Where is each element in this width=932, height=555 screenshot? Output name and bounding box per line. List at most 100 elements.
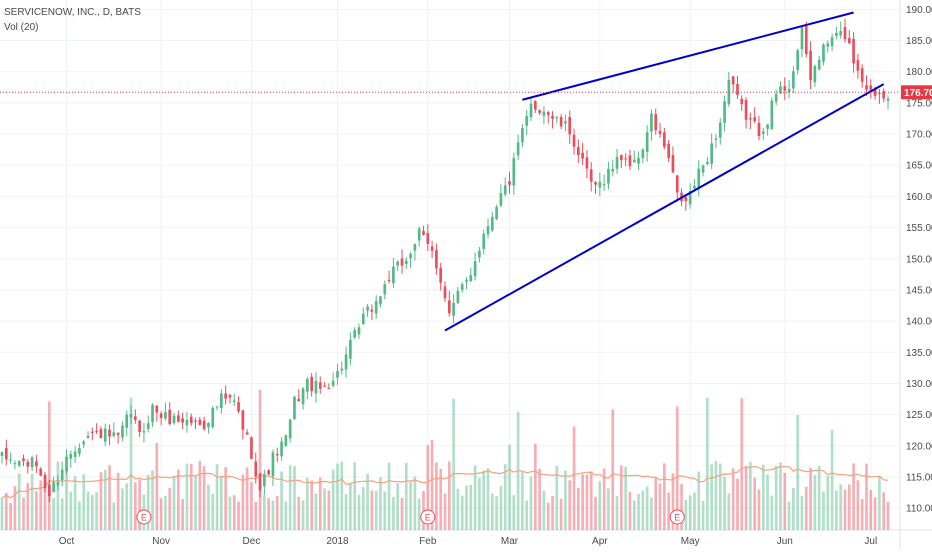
- candle-body: [327, 387, 331, 389]
- candle-body: [73, 451, 77, 458]
- candles: [0, 18, 890, 503]
- volume-bar: [4, 492, 8, 530]
- candle-body: [301, 388, 305, 405]
- price-axis[interactable]: 190.00 185.00 180.00 175.00 170.00 165.00 160.…: [901, 5, 932, 515]
- candle-body: [847, 38, 851, 44]
- volume-bar: [486, 468, 490, 530]
- volume-bar: [529, 476, 533, 530]
- trend-lines[interactable]: [444, 11, 885, 332]
- candle-body: [198, 419, 202, 425]
- earnings-marker-label: E: [141, 513, 147, 523]
- volume-bar: [297, 496, 301, 530]
- candle-body: [241, 410, 245, 430]
- volume-bar: [447, 461, 451, 530]
- candle-body: [585, 157, 589, 169]
- volume-bar: [232, 495, 236, 530]
- volume-bar: [366, 473, 369, 530]
- candle-body: [370, 309, 374, 312]
- volume-bar: [69, 491, 73, 530]
- time-tick-label: 2018: [326, 536, 349, 547]
- volume-bar: [800, 495, 804, 530]
- earnings-marker[interactable]: E: [420, 509, 436, 525]
- candle-body: [69, 454, 73, 459]
- candle-body: [60, 469, 64, 481]
- time-tick-label: Oct: [59, 536, 75, 547]
- volume-ma: [1, 465, 889, 499]
- earnings-marker-circle: [420, 509, 436, 525]
- candle-body: [366, 306, 369, 311]
- candle-body: [35, 461, 38, 467]
- volume-bar: [585, 474, 589, 530]
- volume-bar: [52, 497, 55, 530]
- time-axis[interactable]: Oct Nov Dec 2018 Feb Mar Apr May Jun Jul: [59, 536, 877, 547]
- candle-body: [495, 206, 498, 220]
- volume-bar: [116, 472, 120, 530]
- volume-bar: [207, 484, 210, 530]
- volume-bar: [856, 480, 860, 530]
- volume-bar: [542, 490, 546, 530]
- price-tick-label: 145.00: [906, 285, 932, 296]
- volume-bar: [82, 474, 86, 530]
- candle-body: [336, 371, 339, 378]
- last-price-badge: [901, 85, 932, 100]
- candle-body: [731, 76, 735, 85]
- candle-body: [650, 113, 653, 132]
- volume-bar: [0, 497, 4, 530]
- volume-bar: [675, 406, 679, 530]
- volume-bar: [267, 498, 270, 530]
- volume-bar: [39, 480, 43, 530]
- earnings-marker-circle: [136, 509, 152, 525]
- candle-body: [56, 481, 60, 486]
- volume-bar: [344, 494, 348, 530]
- price-tick-label: 170.00: [906, 130, 932, 141]
- candle-body: [525, 115, 529, 126]
- trend-line-upper[interactable]: [522, 11, 854, 101]
- volume-bar: [744, 465, 748, 530]
- candle-body: [9, 459, 12, 461]
- volume-bar: [822, 491, 825, 530]
- candle-body: [542, 111, 546, 116]
- earnings-marker[interactable]: E: [669, 509, 685, 525]
- volume-bar: [538, 468, 541, 530]
- volume-bar: [361, 487, 365, 530]
- volume-bar: [878, 475, 881, 530]
- volume-bar: [383, 491, 387, 530]
- volume-bar: [555, 465, 559, 530]
- volume-bar: [508, 444, 511, 530]
- candle-body: [813, 65, 817, 83]
- price-tick-label: 165.00: [906, 161, 932, 172]
- candle-body: [86, 435, 90, 438]
- candle-body: [718, 122, 722, 138]
- volume-bar: [392, 496, 395, 530]
- volume-bar: [460, 495, 464, 530]
- volume-bar: [615, 495, 619, 530]
- volume-bar: [706, 397, 709, 530]
- candle-body: [482, 233, 486, 249]
- volume-bar: [792, 487, 795, 530]
- volume-bar: [159, 498, 163, 530]
- volume-bar: [843, 489, 847, 530]
- volume-bar: [473, 465, 477, 530]
- candle-body: [843, 27, 847, 40]
- volume-bar: [787, 501, 791, 530]
- candle-body: [361, 313, 365, 324]
- candle-body: [310, 376, 314, 392]
- candle-body: [516, 142, 520, 156]
- price-tick-label: 135.00: [906, 348, 932, 359]
- candle-body: [873, 89, 877, 96]
- symbol-legend[interactable]: SERVICENOW, INC., D, BATS: [4, 7, 141, 18]
- time-tick-label: Feb: [419, 536, 437, 547]
- volume-bar: [26, 482, 30, 530]
- volume-legend[interactable]: Vol (20): [4, 22, 39, 33]
- trend-line-lower[interactable]: [444, 83, 885, 332]
- candle-body: [379, 296, 382, 305]
- volume-bar: [581, 474, 584, 530]
- volume-bar: [151, 470, 154, 530]
- candle-body: [417, 228, 421, 241]
- earnings-marker[interactable]: E: [136, 509, 152, 525]
- candle-body: [452, 302, 455, 316]
- volume-bar: [671, 473, 675, 530]
